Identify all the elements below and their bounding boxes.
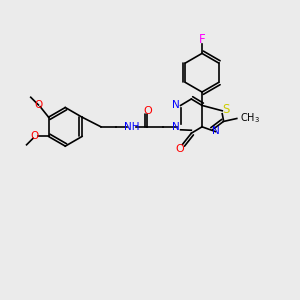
Text: F: F [199, 33, 205, 46]
Text: O: O [34, 100, 43, 110]
Text: O: O [31, 131, 39, 142]
Text: S: S [222, 103, 230, 116]
Text: N: N [172, 122, 180, 132]
Text: O: O [143, 106, 152, 116]
Text: O: O [175, 144, 184, 154]
Text: N: N [212, 126, 220, 136]
Text: NH: NH [124, 122, 140, 132]
Text: N: N [172, 100, 180, 110]
Text: CH$_3$: CH$_3$ [240, 112, 260, 125]
